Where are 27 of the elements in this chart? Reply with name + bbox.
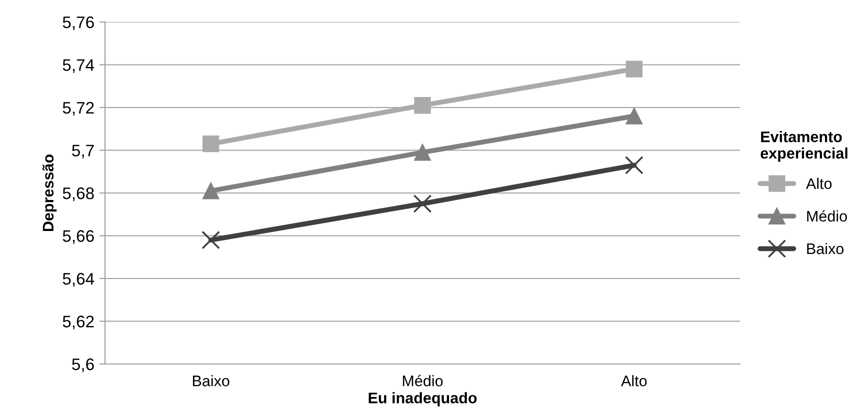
- point: [202, 136, 220, 152]
- y-tick-label: 5,74: [62, 59, 94, 73]
- point: [413, 194, 432, 213]
- y-tick-label: 5,7: [72, 144, 94, 158]
- point: [414, 97, 431, 114]
- y-tick-label: 5,76: [62, 16, 94, 30]
- point: [626, 108, 642, 124]
- legend-label: Alto: [806, 178, 832, 190]
- point: [202, 230, 220, 250]
- legend-label: Baixo: [807, 242, 844, 254]
- x-tick-label: Médio: [402, 374, 443, 386]
- y-tick-label: 5,62: [62, 316, 94, 330]
- x-tick-label: Baixo: [192, 375, 230, 386]
- y-axis-title: Depressão: [42, 154, 57, 232]
- x-axis-title: Eu inadequado: [368, 392, 477, 406]
- y-tick-label: 5,68: [62, 187, 94, 202]
- point: [414, 144, 431, 161]
- point: [202, 182, 220, 200]
- y-tick-label: 5,66: [62, 230, 94, 244]
- x-tick-label: Alto: [621, 375, 647, 386]
- point: [626, 60, 642, 78]
- point: [624, 156, 644, 174]
- y-tick-label: 5,72: [62, 102, 94, 116]
- y-tick-label: 5,6: [72, 358, 94, 372]
- y-tick-label: 5,64: [62, 272, 94, 287]
- legend-label: Médio: [807, 210, 847, 222]
- legend-title: Evitamento experiencial: [760, 131, 848, 162]
